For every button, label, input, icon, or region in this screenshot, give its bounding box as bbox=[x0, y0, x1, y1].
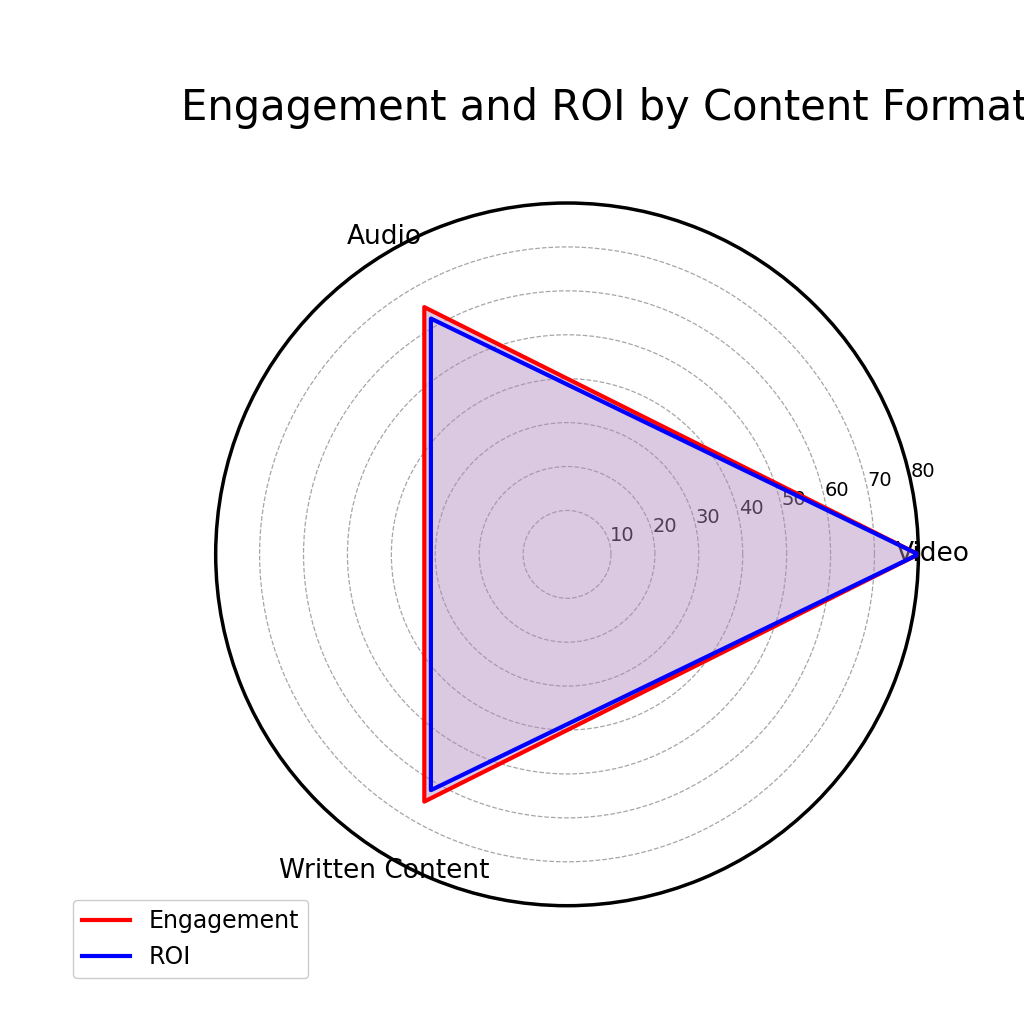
Polygon shape bbox=[424, 307, 919, 802]
Legend: Engagement, ROI: Engagement, ROI bbox=[73, 899, 308, 978]
Text: Engagement and ROI by Content Format (2024): Engagement and ROI by Content Format (20… bbox=[180, 87, 1024, 129]
